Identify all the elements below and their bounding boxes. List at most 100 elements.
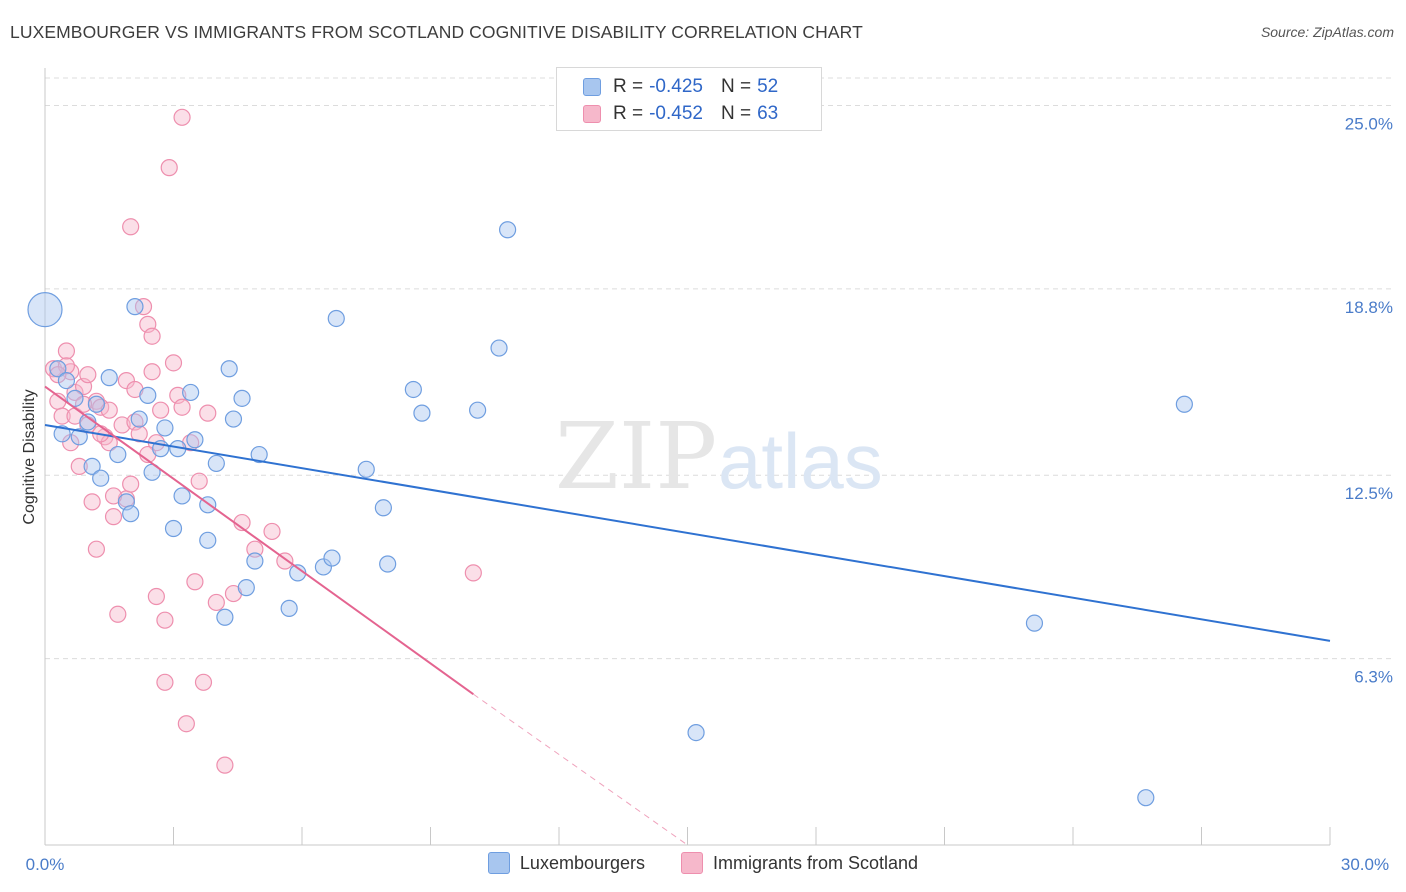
data-point-luxembourgers [87,395,106,413]
correlation-legend: R = -0.425 N = 52 R = -0.452 N = 63 [556,67,822,131]
source-label: Source: ZipAtlas.com [1260,24,1394,40]
data-point-luxembourgers [173,487,191,505]
data-point-immigrants-from-scotland [156,611,174,629]
data-point-luxembourgers [233,389,251,407]
data-point-immigrants-from-scotland [263,522,281,541]
n-value: 63 [757,103,779,124]
data-point-luxembourgers [186,431,204,449]
data-point-luxembourgers [490,339,508,357]
data-point-luxembourgers [357,460,375,478]
data-point-luxembourgers [499,221,517,239]
data-point-luxembourgers [687,723,705,742]
data-point-luxembourgers [57,371,76,390]
data-point-luxembourgers [216,608,234,626]
trend-line-luxembourgers [44,423,1331,642]
gridlines [45,77,1395,660]
legend-row-luxembourgers: R = -0.425 N = 52 [583,75,778,99]
y-tick-label: 12.5% [1345,484,1393,503]
data-point-luxembourgers [126,298,144,316]
data-point-luxembourgers [314,558,333,576]
data-point-immigrants-from-scotland [464,564,482,582]
data-point-luxembourgers [374,499,392,517]
data-point-luxembourgers [237,579,255,597]
data-point-immigrants-from-scotland [122,475,140,493]
data-point-luxembourgers [220,360,238,378]
legend-swatch-blue [583,78,601,96]
legend-item-luxembourgers[interactable]: Luxembourgers [487,852,645,874]
legend-item-immigrants-from-scotland[interactable]: Immigrants from Scotland [681,852,918,874]
data-point-immigrants-from-scotland [100,434,118,452]
data-point-luxembourgers [92,469,110,487]
series-legend: Luxembourgers Immigrants from Scotland [0,852,1406,874]
data-point-luxembourgers [413,404,431,422]
data-point-luxembourgers [53,425,71,443]
data-point-immigrants-from-scotland [66,383,84,402]
data-point-immigrants-from-scotland [53,407,71,425]
r-label: R = [613,76,644,97]
data-point-immigrants-from-scotland [70,457,88,475]
legend-label: Immigrants from Scotland [713,852,919,873]
data-point-luxembourgers [109,445,127,464]
data-point-immigrants-from-scotland [143,327,161,345]
x-tick-label: 0.0% [26,855,65,874]
r-value: -0.425 [649,76,703,97]
data-point-luxembourgers [182,383,200,402]
series-immigrants-from-scotland [44,108,482,774]
data-point-immigrants-from-scotland [87,540,106,558]
data-point-immigrants-from-scotland [194,673,213,691]
n-value: 52 [757,76,779,97]
data-point-immigrants-from-scotland [74,395,93,413]
data-point-luxembourgers [327,309,345,328]
data-point-immigrants-from-scotland [130,425,148,443]
legend-label: Luxembourgers [519,852,645,873]
data-point-luxembourgers [207,454,225,473]
data-point-immigrants-from-scotland [216,756,234,774]
chart-title: LUXEMBOURGER VS IMMIGRANTS FROM SCOTLAND… [10,22,863,42]
data-point-luxembourgers [100,369,118,387]
data-point-luxembourgers [469,401,487,419]
data-point-immigrants-from-scotland [113,416,131,434]
data-point-luxembourgers [1175,395,1193,413]
trend-lines [44,385,1331,846]
watermark-zip: ZIP [555,403,717,510]
data-point-luxembourgers [83,457,101,475]
r-label: R = [613,103,644,124]
n-label: N = [720,103,752,124]
legend-swatch-pink [583,105,601,123]
data-point-luxembourgers [70,428,88,446]
data-point-luxembourgers [404,380,422,399]
data-point-immigrants-from-scotland [122,218,140,236]
tick-labels: 6.3% 12.5% 18.8% 25.0% 0.0% 30.0% [26,114,1393,874]
data-point-luxembourgers [122,505,140,523]
data-point-immigrants-from-scotland [173,398,191,416]
y-tick-label: 25.0% [1345,114,1393,133]
data-point-luxembourgers [250,445,268,464]
data-point-luxembourgers [66,389,84,407]
data-point-luxembourgers [49,360,67,378]
legend-swatch-blue [487,852,510,874]
data-point-immigrants-from-scotland [190,472,208,490]
data-point-luxembourgers [1137,789,1155,807]
y-axis-label: Cognitive Disability [21,389,38,524]
data-point-luxembourgers [139,386,157,404]
y-tick-label: 18.8% [1345,298,1393,317]
x-tick-label: 30.0% [1341,855,1389,874]
data-point-immigrants-from-scotland [49,366,67,384]
data-point-immigrants-from-scotland [83,493,101,511]
data-point-luxembourgers [379,555,397,573]
data-point-immigrants-from-scotland [57,342,76,360]
data-point-immigrants-from-scotland [164,354,183,372]
data-point-luxembourgers [156,419,174,437]
data-point-luxembourgers [130,410,148,428]
series-luxembourgers [27,221,1193,807]
legend-row-immigrants-from-scotland: R = -0.452 N = 63 [583,102,778,126]
data-point-luxembourgers [1025,614,1044,632]
data-point-immigrants-from-scotland [173,108,191,126]
r-value: -0.452 [649,103,703,124]
data-point-immigrants-from-scotland [147,587,165,606]
data-point-luxembourgers [323,549,341,567]
data-point-luxembourgers [246,552,264,570]
n-label: N = [720,76,752,97]
data-point-immigrants-from-scotland [160,159,178,177]
